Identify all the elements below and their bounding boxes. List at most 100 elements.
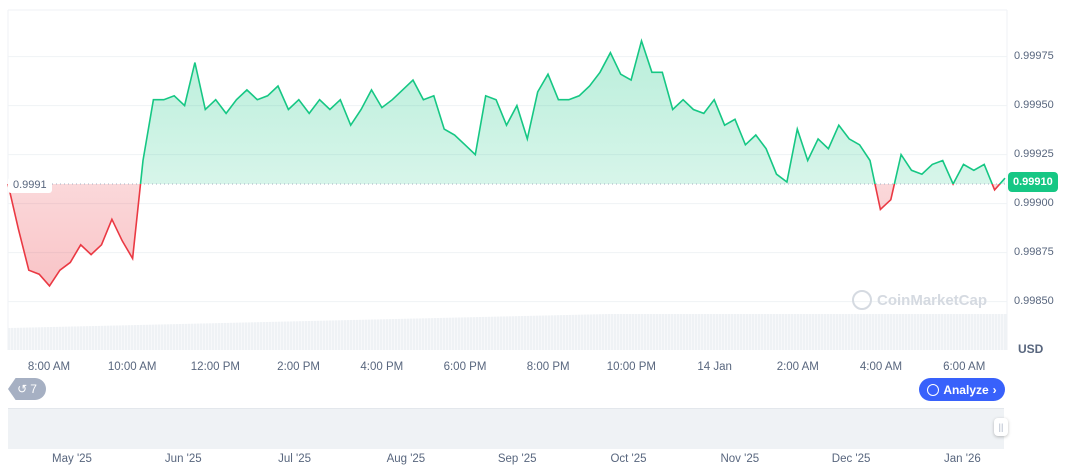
analyze-button[interactable]: Analyze › (919, 378, 1005, 401)
volume-bar (629, 314, 632, 350)
area-above-baseline (8, 40, 1005, 184)
volume-bar (611, 314, 614, 350)
volume-bar (185, 323, 188, 350)
x-tick-label: 6:00 AM (943, 361, 986, 373)
volume-bar (218, 323, 221, 350)
volume-bar (575, 314, 578, 350)
volume-bar (566, 314, 569, 350)
volume-bar (845, 314, 848, 350)
volume-bar (119, 325, 122, 350)
volume-bar (788, 314, 791, 350)
volume-bar (104, 325, 107, 350)
x-tick-label: 2:00 AM (776, 361, 819, 373)
volume-bar (137, 324, 140, 350)
volume-bar (935, 314, 938, 350)
volume-bar (497, 316, 500, 350)
volume-bar (518, 316, 521, 350)
volume-bar (665, 314, 668, 350)
volume-bar (464, 317, 467, 350)
volume-bar (551, 315, 554, 350)
volume-bar (596, 314, 599, 350)
navigator-month-label: Jan '26 (944, 453, 981, 465)
x-tick-label: 8:00 AM (27, 361, 71, 373)
volume-bar (506, 316, 509, 350)
volume-bar (719, 314, 722, 350)
volume-bar (191, 323, 194, 350)
volume-bar (716, 314, 719, 350)
volume-bar (359, 319, 362, 350)
volume-bar (128, 325, 131, 350)
coinmarketcap-logo-icon (852, 290, 872, 310)
volume-bar (821, 314, 824, 350)
volume-bar (680, 314, 683, 350)
volume-bar (449, 317, 452, 350)
volume-bar (380, 319, 383, 350)
volume-bar (245, 322, 248, 350)
volume-bar (98, 325, 101, 350)
volume-bar (998, 314, 1001, 350)
volume-bar (473, 317, 476, 350)
volume-bar (143, 324, 146, 350)
volume-bar (149, 324, 152, 350)
volume-bar (215, 323, 218, 350)
watermark: CoinMarketCap (852, 290, 987, 310)
volume-bar (113, 325, 116, 350)
volume-bar (872, 314, 875, 350)
volume-bar (266, 321, 269, 350)
volume-bar (257, 322, 260, 350)
volume-bar (389, 319, 392, 350)
volume-bar (827, 314, 830, 350)
volume-bar (953, 314, 956, 350)
volume-bar (452, 317, 455, 350)
volume-bar (713, 314, 716, 350)
navigator-month-label: May '25 (52, 453, 92, 465)
volume-bar (548, 315, 551, 350)
navigator-month-label: Jun '25 (164, 453, 202, 465)
volume-bar (95, 325, 98, 350)
volume-bar (590, 314, 593, 350)
x-tick-label: 10:00 PM (606, 361, 657, 373)
volume-bar (650, 314, 653, 350)
x-tick-label: 6:00 PM (443, 361, 487, 373)
navigator-handle[interactable]: || (994, 418, 1008, 436)
volume-bar (347, 320, 350, 350)
volume-bar (728, 314, 731, 350)
volume-bar (809, 314, 812, 350)
volume-bar (440, 317, 443, 350)
volume-bar (188, 323, 191, 350)
volume-bar (68, 326, 71, 350)
volume-bar (884, 314, 887, 350)
volume-bar (698, 314, 701, 350)
volume-bar (17, 327, 20, 350)
volume-bar (767, 314, 770, 350)
volume-bar (617, 314, 620, 350)
volume-bar (89, 326, 92, 350)
volume-bar (467, 317, 470, 350)
navigator-month-label: Nov '25 (720, 453, 760, 465)
volume-bar (254, 322, 257, 350)
volume-bar (977, 314, 980, 350)
baseline-label: 0.9991 (8, 177, 52, 193)
volume-bar (323, 320, 326, 350)
y-tick-label: 0.99925 (1014, 147, 1054, 160)
volume-bar (248, 322, 251, 350)
volume-bar (602, 314, 605, 350)
range-navigator[interactable] (8, 408, 1004, 449)
volume-bar (659, 314, 662, 350)
volume-bar (722, 314, 725, 350)
volume-bar (422, 318, 425, 350)
volume-bar (854, 314, 857, 350)
x-tick-label: 10:00 AM (107, 361, 157, 373)
volume-bar (407, 318, 410, 350)
volume-bar (443, 317, 446, 350)
history-button[interactable]: ↺ 7 (8, 378, 46, 400)
volume-bar (881, 314, 884, 350)
volume-bar (752, 314, 755, 350)
volume-bar (524, 315, 527, 350)
volume-bar (863, 314, 866, 350)
volume-bar (107, 325, 110, 350)
x-tick-label: 12:00 PM (190, 361, 241, 373)
volume-bar (320, 320, 323, 350)
volume-bar (71, 326, 74, 350)
